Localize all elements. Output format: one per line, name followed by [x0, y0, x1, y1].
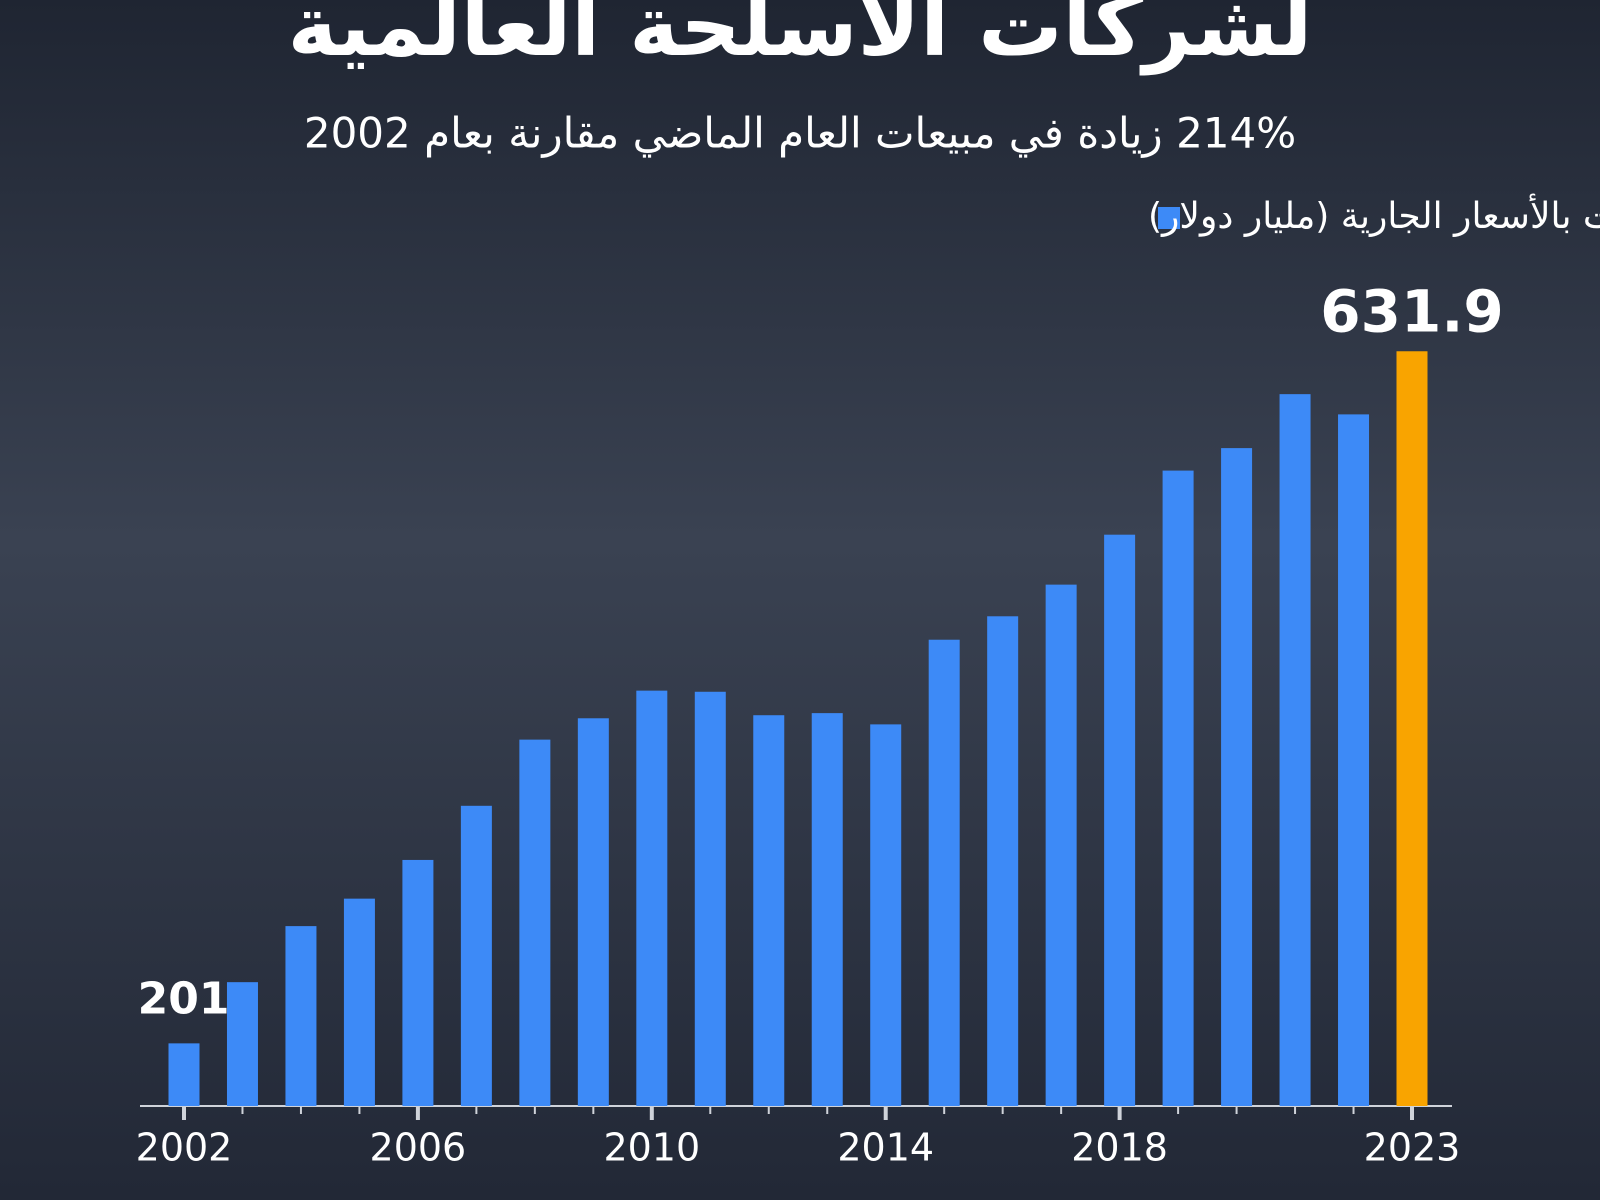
- x-tick-label: 2002: [136, 1126, 233, 1170]
- bar: [519, 739, 551, 1106]
- chart-title: لشركات الأسلحة العالمية: [288, 0, 1313, 76]
- bar: [1279, 394, 1311, 1106]
- bar: [694, 691, 726, 1106]
- bar: [1396, 351, 1428, 1106]
- x-tick-label: 2010: [603, 1126, 700, 1170]
- legend-swatch: [1158, 207, 1180, 229]
- data-label: 201: [138, 973, 230, 1024]
- bar: [928, 639, 960, 1106]
- chart-subtitle: 214% زيادة في مبيعات العام الماضي مقارنة…: [304, 109, 1296, 159]
- x-tick-label: 2023: [1364, 1126, 1461, 1170]
- x-tick-label: 2014: [837, 1126, 934, 1170]
- legend-label: المبيعات بالأسعار الجارية (مليار دولار): [1148, 193, 1600, 237]
- bar: [811, 713, 843, 1106]
- bar: [577, 718, 609, 1106]
- bar: [168, 1043, 200, 1106]
- x-tick-label: 2006: [370, 1126, 467, 1170]
- bar: [460, 805, 492, 1106]
- data-label: 631.9: [1320, 277, 1503, 345]
- bar: [636, 690, 668, 1106]
- bar: [343, 898, 375, 1106]
- bar: [1221, 448, 1253, 1107]
- bar: [1162, 470, 1194, 1106]
- bar: [226, 982, 258, 1106]
- bar: [987, 616, 1019, 1106]
- bar: [870, 724, 902, 1106]
- bar: [285, 926, 317, 1106]
- x-tick-label: 2018: [1071, 1126, 1168, 1170]
- bar: [1104, 534, 1136, 1106]
- bar: [402, 859, 434, 1106]
- bar: [1045, 584, 1077, 1106]
- bar: [753, 715, 785, 1106]
- bar: [1338, 414, 1370, 1107]
